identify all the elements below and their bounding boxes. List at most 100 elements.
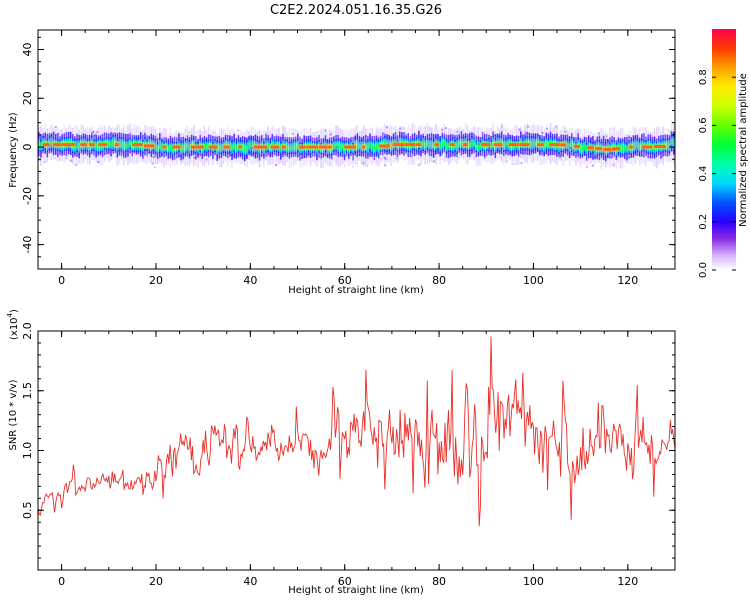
heatmap-speck bbox=[291, 133, 294, 136]
heatmap-speck bbox=[75, 164, 78, 167]
heatmap-core-cell bbox=[409, 140, 412, 153]
heatmap-speck bbox=[365, 164, 368, 167]
heatmap-speck bbox=[362, 137, 365, 140]
heatmap-peak bbox=[449, 143, 455, 147]
heatmap-peak bbox=[654, 145, 666, 148]
heatmap-speck bbox=[384, 164, 387, 167]
x-tick-label: 80 bbox=[432, 575, 446, 588]
heatmap-speck bbox=[478, 143, 481, 146]
heatmap-speck bbox=[128, 151, 131, 154]
heatmap-peak-edge bbox=[298, 143, 311, 151]
spectrogram-y-ticks: -40 -20 0 20 40 bbox=[21, 36, 675, 270]
heatmap-core-cell bbox=[573, 138, 575, 155]
heatmap-speck bbox=[555, 125, 558, 128]
heatmap-core-cell bbox=[95, 139, 97, 153]
heatmap-speck bbox=[110, 154, 113, 157]
heatmap-core-cell bbox=[114, 134, 117, 151]
heatmap-core-cell bbox=[477, 138, 480, 154]
heatmap-core-cell bbox=[445, 139, 448, 154]
heatmap-peak-edge bbox=[51, 141, 67, 148]
heatmap-peak bbox=[328, 145, 332, 149]
heatmap-speck bbox=[147, 148, 150, 151]
heatmap-core-cell bbox=[76, 138, 78, 152]
heatmap-core-cell bbox=[364, 140, 367, 153]
heatmap-speck bbox=[386, 126, 389, 129]
snr-series bbox=[38, 336, 675, 527]
heatmap-core-cell bbox=[602, 141, 605, 155]
heatmap-speck bbox=[250, 154, 253, 157]
snr-x-ticks: 0 20 40 60 80 100 120 bbox=[37, 331, 676, 588]
heatmap-speck bbox=[275, 163, 278, 166]
heatmap-core-cell bbox=[122, 137, 125, 154]
heatmap-peak-edge bbox=[391, 141, 407, 148]
heatmap-core-cell bbox=[243, 141, 246, 157]
snr-y-ticks: 0.5 1.0 1.5 2.0 bbox=[21, 322, 675, 559]
heatmap-speck bbox=[569, 146, 572, 149]
heatmap-peak-edge bbox=[41, 141, 51, 148]
heatmap-core-cell bbox=[292, 140, 295, 155]
heatmap-peak-edge bbox=[131, 141, 145, 148]
heatmap-speck bbox=[594, 156, 597, 159]
heatmap-core-cell bbox=[331, 141, 333, 156]
heatmap-core-cell bbox=[507, 137, 509, 152]
heatmap-speck bbox=[237, 129, 240, 132]
heatmap-core-cell bbox=[263, 141, 265, 156]
heatmap-peak bbox=[549, 143, 563, 147]
heatmap-speck bbox=[64, 156, 67, 159]
heatmap-speck bbox=[405, 136, 408, 139]
heatmap-core-cell bbox=[273, 139, 276, 152]
heatmap-speck bbox=[564, 130, 567, 133]
scale-prefix: (x10 bbox=[9, 317, 20, 340]
heatmap-speck bbox=[524, 131, 527, 134]
heatmap-speck bbox=[612, 163, 615, 166]
heatmap-speck bbox=[604, 143, 607, 146]
heatmap-core-cell bbox=[88, 138, 91, 154]
heatmap-core-cell bbox=[288, 142, 291, 154]
heatmap-core-cell bbox=[40, 139, 42, 153]
heatmap-peak bbox=[162, 145, 167, 149]
heatmap-peak bbox=[481, 143, 491, 147]
heatmap-peak-edge bbox=[208, 143, 219, 151]
heatmap-peak bbox=[143, 144, 155, 148]
heatmap-core-cell bbox=[178, 139, 180, 152]
heatmap-speck bbox=[418, 139, 421, 142]
heatmap-core-cell bbox=[490, 140, 492, 152]
heatmap-speck bbox=[410, 155, 413, 158]
heatmap-peak bbox=[281, 145, 286, 149]
heatmap-core-cell bbox=[390, 138, 393, 154]
heatmap-core-cell bbox=[664, 138, 666, 152]
colorbar-gradient bbox=[712, 29, 736, 270]
heatmap-peak bbox=[573, 144, 580, 148]
heatmap-speck bbox=[387, 134, 390, 137]
heatmap-core-cell bbox=[169, 140, 172, 154]
heatmap-core-cell bbox=[216, 140, 218, 157]
heatmap-speck bbox=[336, 146, 339, 149]
heatmap-speck bbox=[418, 163, 421, 166]
heatmap-core-cell bbox=[545, 137, 548, 150]
heatmap-core-cell bbox=[269, 141, 272, 154]
heatmap-core-cell bbox=[184, 139, 187, 155]
heatmap-speck bbox=[586, 144, 589, 147]
heatmap-speck bbox=[569, 146, 572, 149]
heatmap-core-cell bbox=[86, 138, 89, 152]
colorbar-label: Normalized spectral amplitude bbox=[738, 73, 749, 227]
heatmap-core-cell bbox=[112, 135, 114, 152]
heatmap-core-cell bbox=[190, 138, 193, 153]
heatmap-core-cell bbox=[532, 136, 535, 151]
heatmap-core-cell bbox=[182, 141, 184, 155]
heatmap-speck bbox=[520, 134, 523, 137]
heatmap-peak-edge bbox=[462, 141, 470, 148]
heatmap-core-cell bbox=[360, 139, 363, 154]
heatmap-peak bbox=[537, 143, 545, 147]
heatmap-core-cell bbox=[171, 141, 174, 157]
x-tick-label: 60 bbox=[338, 575, 352, 588]
heatmap-peak-edge bbox=[222, 143, 231, 151]
heatmap-speck bbox=[216, 156, 219, 159]
heatmap-core-cell bbox=[594, 141, 596, 158]
heatmap-core-cell bbox=[265, 138, 267, 153]
heatmap-core-cell bbox=[424, 138, 427, 153]
y-tick-label: 1.0 bbox=[21, 442, 34, 460]
heatmap-peak-edge bbox=[518, 141, 531, 148]
heatmap-core-cell bbox=[367, 139, 369, 156]
heatmap-core-cell bbox=[621, 139, 624, 156]
